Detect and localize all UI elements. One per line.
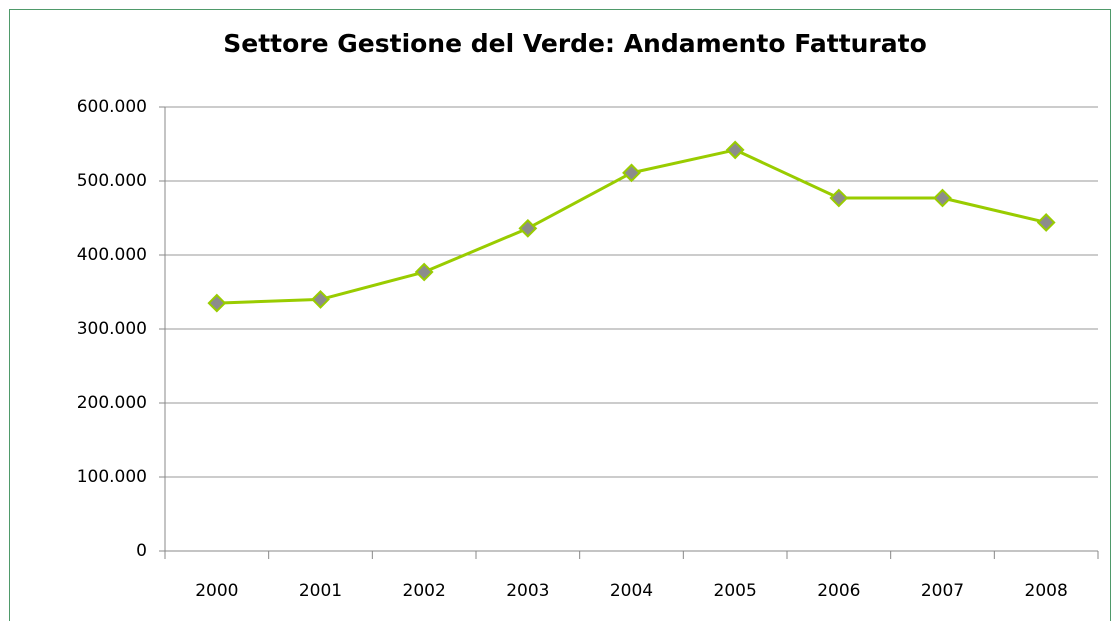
- marker: [207, 293, 227, 313]
- y-tick-label: 100.000: [77, 467, 147, 487]
- x-tick-label: 2007: [921, 581, 964, 601]
- chart-title: Settore Gestione del Verde: Andamento Fa…: [223, 29, 927, 58]
- marker: [725, 140, 745, 160]
- x-tick-label: 2004: [610, 581, 653, 601]
- x-tick-label: 2001: [299, 581, 342, 601]
- y-tick-label: 500.000: [77, 171, 147, 191]
- y-tick-label: 600.000: [77, 97, 147, 117]
- marker: [829, 188, 849, 208]
- x-tick-label: 2003: [506, 581, 549, 601]
- y-tick-label: 400.000: [77, 245, 147, 265]
- y-tick-label: 0: [136, 541, 147, 561]
- x-tick-label: 2008: [1025, 581, 1068, 601]
- y-tick-label: 200.000: [77, 393, 147, 413]
- x-tick-label: 2005: [714, 581, 757, 601]
- marker: [933, 188, 952, 208]
- marker: [414, 262, 434, 282]
- marker: [622, 163, 641, 183]
- x-tick-label: 2000: [195, 581, 238, 601]
- chart-frame: [9, 9, 1111, 621]
- marker: [311, 289, 330, 309]
- marker: [1036, 213, 1056, 232]
- y-tick-label: 300.000: [77, 319, 147, 339]
- marker: [518, 218, 538, 238]
- x-tick-label: 2002: [403, 581, 446, 601]
- x-tick-label: 2006: [817, 581, 860, 601]
